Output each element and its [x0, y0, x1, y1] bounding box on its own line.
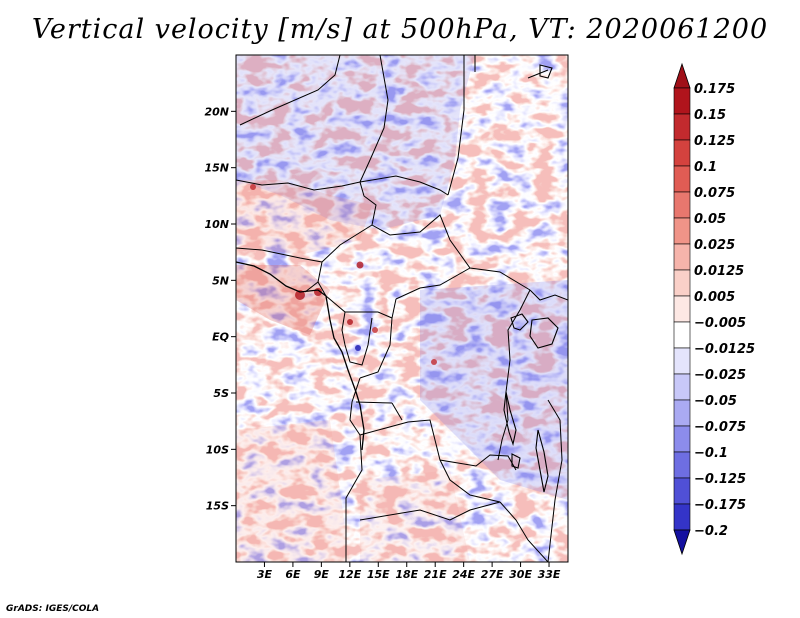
colorbar-label: 0.0125 — [694, 264, 744, 279]
colorbar-box — [673, 399, 691, 427]
colorbar-label: 0.025 — [694, 238, 735, 253]
map-frame — [235, 54, 569, 563]
lat-tick-label: EQ — [212, 331, 229, 344]
colorbar-box — [673, 373, 691, 401]
colorbar-box — [673, 191, 691, 219]
lon-tick-label: 30E — [509, 568, 532, 581]
longitude-axis: 3E 6E 9E 12E 15E 18E 21E 24E 27E 30E 33E — [257, 562, 561, 581]
country-borders — [236, 55, 568, 562]
lon-tick-label: 6E — [285, 568, 301, 581]
lon-tick-label: 24E — [452, 568, 475, 581]
lon-tick-label: 18E — [395, 568, 418, 581]
lon-tick-label: 3E — [257, 568, 273, 581]
lat-tick-label: 5S — [213, 387, 229, 400]
colorbar-box — [673, 269, 691, 297]
lakes — [503, 64, 559, 493]
colorbar-label: −0.0125 — [694, 342, 755, 357]
colorbar-label: −0.1 — [694, 446, 728, 461]
lon-tick-label: 33E — [538, 568, 561, 581]
lon-tick-label: 12E — [338, 568, 361, 581]
colorbar-box — [673, 503, 691, 531]
colorbar-box — [673, 347, 691, 375]
lon-tick-label: 21E — [424, 568, 447, 581]
lon-tick-label: 27E — [481, 568, 504, 581]
grads-credit: GrADS: IGES/COLA — [6, 604, 100, 614]
colorbar-label: −0.025 — [694, 368, 746, 383]
lat-tick-label: 15S — [206, 500, 229, 513]
colorbar-label: −0.175 — [694, 498, 746, 513]
velocity-field — [236, 55, 568, 562]
colorbar-label: 0.1 — [694, 160, 717, 175]
colorbar-label: 0.15 — [694, 108, 726, 123]
colorbar: 0.175 0.15 0.125 0.1 0.075 0.05 0.025 0.0125 0.0… — [673, 62, 755, 556]
colorbar-label: 0.075 — [694, 186, 735, 201]
colorbar-box — [673, 425, 691, 453]
coastline — [235, 261, 365, 451]
colorbar-box — [673, 477, 691, 505]
colorbar-box — [673, 217, 691, 245]
lat-tick-label: 10N — [204, 218, 229, 231]
colorbar-box — [673, 451, 691, 479]
colorbar-box — [673, 165, 691, 193]
colorbar-box — [673, 87, 691, 115]
colorbar-label: 0.05 — [694, 212, 726, 227]
colorbar-box — [673, 295, 691, 323]
colorbar-label: −0.125 — [694, 472, 746, 487]
colorbar-label: 0.005 — [694, 290, 735, 305]
colorbar-label: −0.075 — [694, 420, 746, 435]
lat-tick-label: 15N — [204, 162, 229, 175]
colorbar-box — [673, 321, 691, 349]
colorbar-label: −0.2 — [694, 524, 728, 539]
colorbar-label: −0.005 — [694, 316, 746, 331]
lat-tick-label: 5N — [212, 274, 229, 287]
colorbar-box — [673, 243, 691, 271]
colorbar-bottom-arrow — [673, 529, 691, 556]
colorbar-box — [673, 139, 691, 167]
colorbar-label: 0.175 — [694, 82, 735, 97]
lat-tick-label: 10S — [206, 443, 229, 456]
lon-tick-label: 9E — [314, 568, 330, 581]
colorbar-box — [673, 113, 691, 141]
colorbar-label: 0.125 — [694, 134, 735, 149]
colorbar-top-arrow — [673, 62, 691, 89]
colorbar-label: −0.05 — [694, 394, 737, 409]
latitude-axis: 20N 15N 10N 5N EQ 5S 10S 15S — [204, 105, 236, 513]
lon-tick-label: 15E — [367, 568, 390, 581]
lat-tick-label: 20N — [204, 105, 229, 118]
chart-title: Vertical velocity [m/s] at 500hPa, VT: 2… — [31, 14, 769, 45]
